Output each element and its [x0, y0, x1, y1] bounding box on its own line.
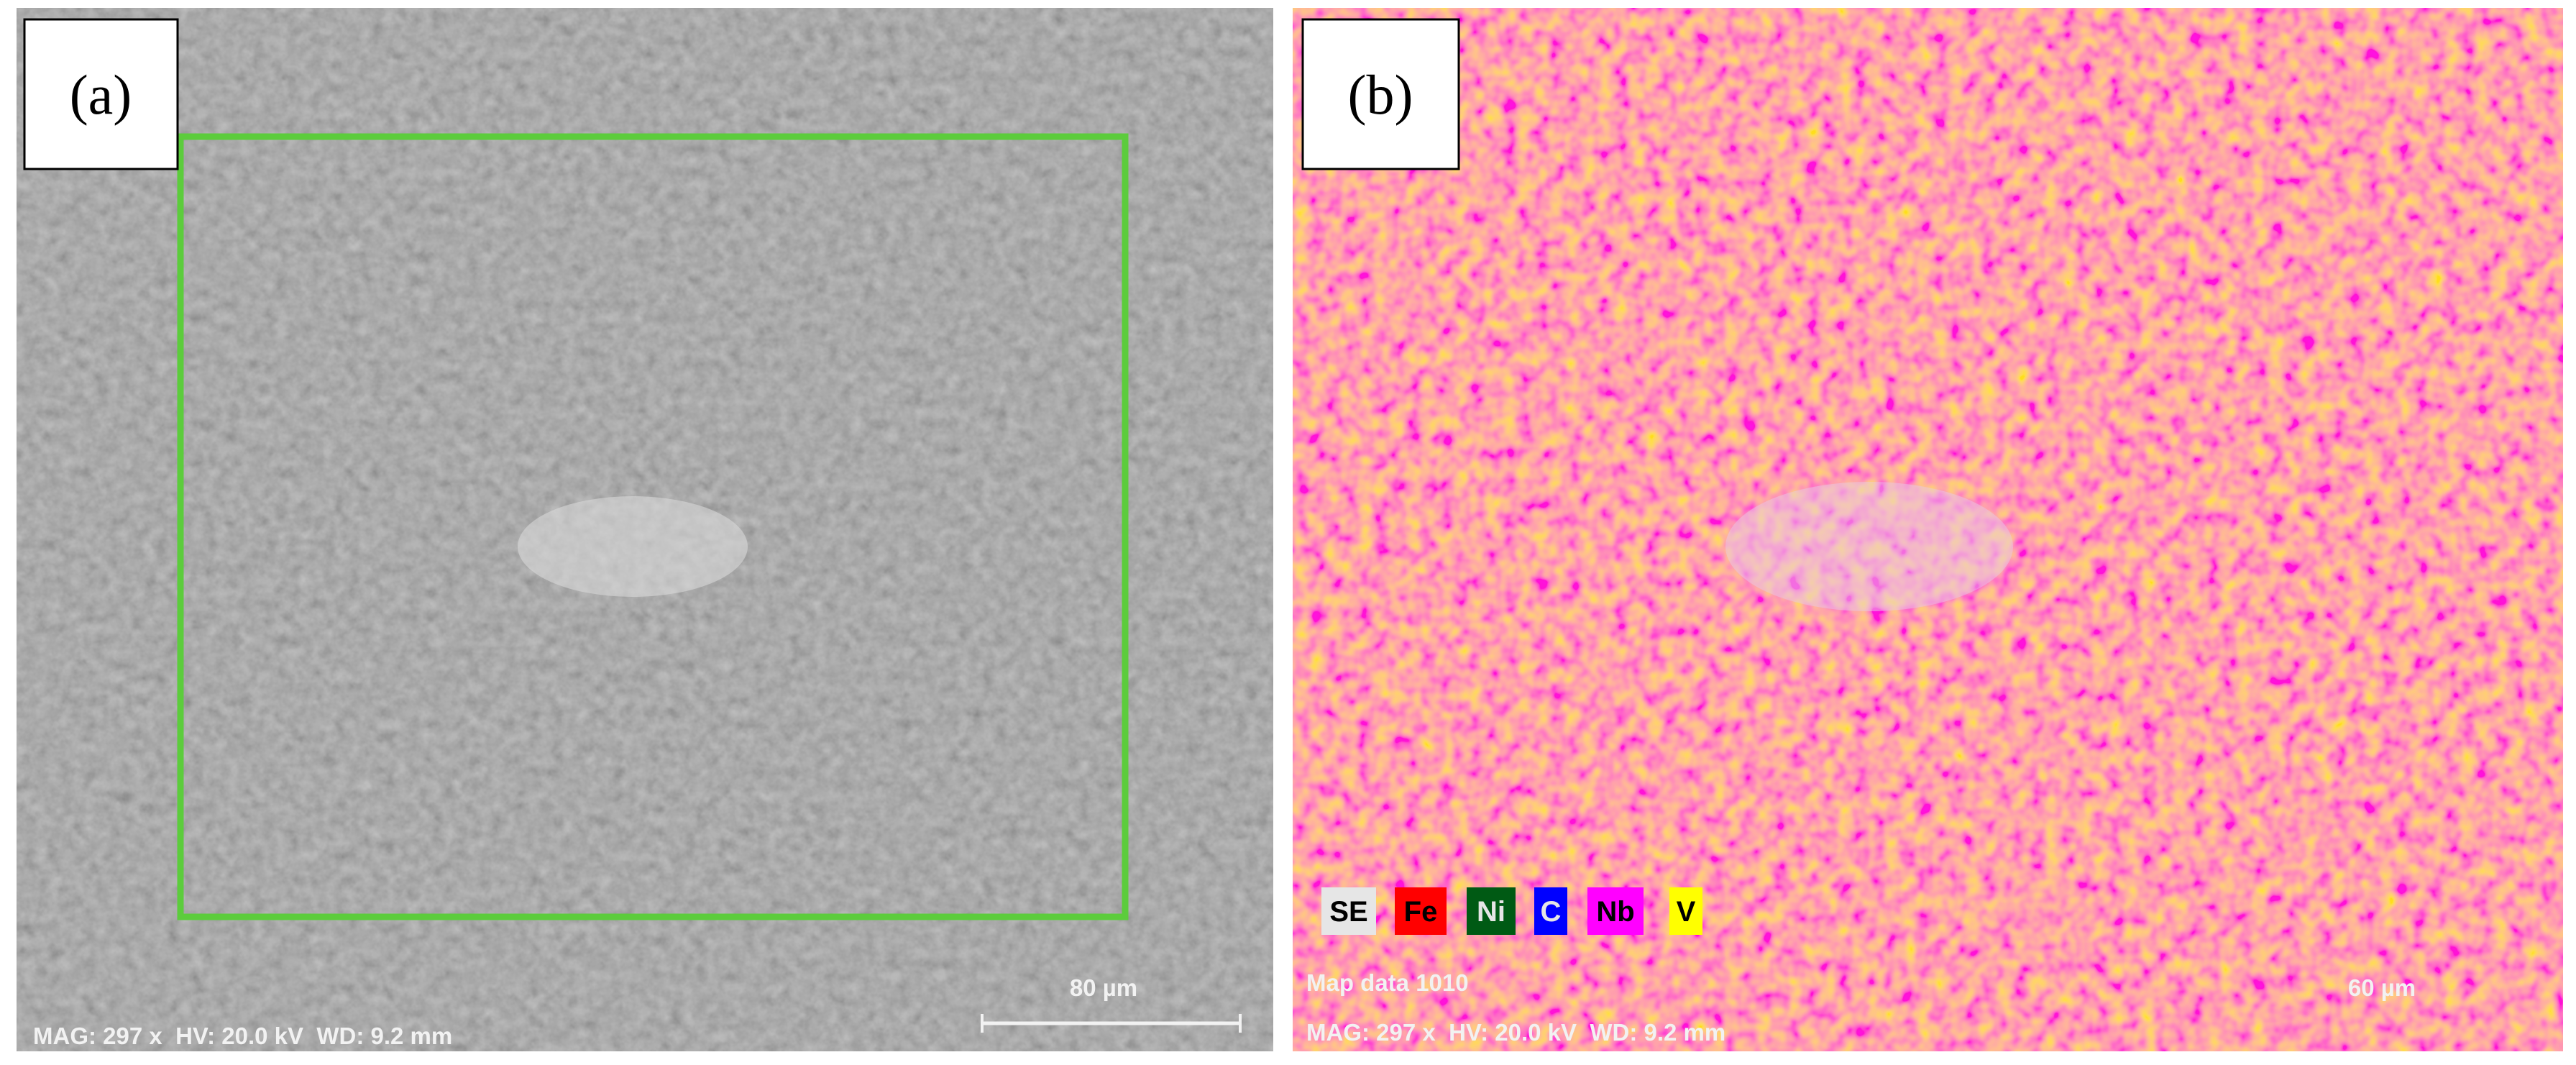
map-title: Map data 1010 — [1306, 969, 1469, 996]
sem-feature — [518, 496, 748, 597]
eds-feature — [1725, 482, 2013, 611]
selection-box — [177, 133, 1129, 920]
info-line: MAG: 297 x HV: 20.0 kV WD: 9.2 mm — [33, 1023, 452, 1049]
legend-swatch — [1467, 887, 1516, 935]
label-box — [23, 18, 179, 170]
legend-entry: Nb — [1596, 896, 1634, 928]
panel-b: (b) SE Fe Ni C Nb V Map data 1010 60 µm … — [1293, 8, 2563, 1051]
legend-entry: V — [1677, 896, 1696, 928]
panel-a: (a) 80 µm MAG: 297 x HV: 20.0 kV WD: 9.2… — [17, 8, 1273, 1051]
legend-swatch — [1669, 887, 1702, 935]
legend-swatch — [1587, 887, 1644, 935]
legend-entry: Fe — [1404, 896, 1438, 928]
legend: SE Fe Ni C Nb V — [1321, 887, 1702, 935]
label-box — [1301, 18, 1460, 170]
panel-label: (a) — [70, 63, 132, 126]
legend-entry: Ni — [1477, 896, 1505, 928]
legend-entry: C — [1541, 896, 1562, 928]
legend-swatch — [1321, 887, 1376, 935]
legend-entry: SE — [1329, 896, 1367, 928]
legend-swatch — [1534, 887, 1567, 935]
scale-label: 60 µm — [2348, 974, 2416, 1001]
panel-label: (b) — [1348, 63, 1413, 126]
info-line: MAG: 297 x HV: 20.0 kV WD: 9.2 mm — [1306, 1019, 1725, 1046]
scale-label: 80 µm — [1070, 974, 1137, 1001]
legend-swatch — [1395, 887, 1447, 935]
